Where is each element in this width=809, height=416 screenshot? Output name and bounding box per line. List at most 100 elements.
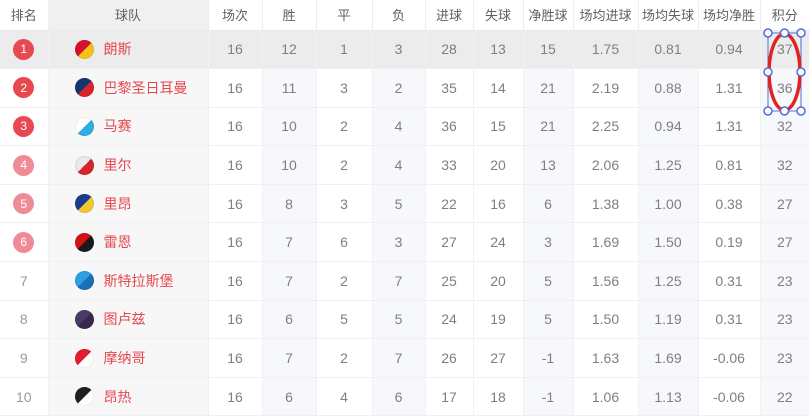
stat-cell-avg_gf: 1.38 (572, 184, 638, 224)
column-header-avg_gf: 场均进球 (572, 0, 638, 31)
stat-cell-gd: 13 (522, 145, 573, 185)
table-row: 5 里昂 16 8 3 5 22 16 6 1.38 1.00 0.38 27 (0, 184, 809, 224)
stat-cell-ga: 20 (472, 261, 523, 301)
stat-cell-avg_gf: 1.50 (572, 300, 638, 340)
column-header-rank: 排名 (0, 0, 48, 31)
stat-cell-gd: 15 (522, 30, 573, 70)
stat-cell-ga: 15 (472, 107, 523, 147)
rank-badge: 3 (13, 115, 35, 137)
stat-cell-avg_gf: 2.19 (572, 68, 638, 108)
team-name: 马赛 (103, 118, 132, 135)
stat-cell-avg_ga: 0.81 (637, 30, 698, 70)
column-header-loss: 负 (371, 0, 425, 31)
column-header-avg_ga: 场均失球 (637, 0, 698, 31)
stat-cell-draw: 4 (315, 377, 372, 416)
stat-cell-pts: 37 (759, 30, 809, 70)
stat-cell-loss: 7 (371, 338, 425, 378)
stat-cell-gf: 33 (424, 145, 473, 185)
stat-cell-avg_gd: 1.31 (697, 68, 760, 108)
lille-crest-icon (74, 155, 94, 175)
column-header-gf: 进球 (424, 0, 473, 31)
stat-cell-loss: 3 (371, 222, 425, 263)
stat-cell-avg_ga: 1.69 (637, 338, 698, 378)
team-name: 朗斯 (103, 41, 132, 58)
stat-cell-loss: 3 (371, 30, 425, 70)
stat-cell-pts: 22 (759, 377, 809, 416)
team-cell: 里昂 (47, 184, 208, 224)
stat-cell-gd: -1 (522, 338, 573, 378)
rank-badge: 4 (13, 154, 35, 176)
stat-cell-ga: 24 (472, 222, 523, 263)
stat-cell-gf: 24 (424, 300, 473, 340)
rank-badge: 6 (13, 231, 35, 253)
team-name: 斯特拉斯堡 (103, 272, 174, 289)
stat-cell-ga: 16 (472, 184, 523, 224)
lens-crest-icon (74, 39, 94, 59)
table-row: 8 图卢兹 16 6 5 5 24 19 5 1.50 1.19 0.31 23 (0, 300, 809, 340)
team-cell: 巴黎圣日耳曼 (47, 68, 208, 108)
stat-cell-played: 16 (207, 184, 262, 224)
stat-cell-draw: 2 (315, 145, 372, 185)
stat-cell-played: 16 (207, 68, 262, 108)
stat-cell-win: 12 (261, 30, 316, 70)
table-row: 3 马赛 16 10 2 4 36 15 21 2.25 0.94 1.31 32 (0, 107, 809, 147)
stat-cell-loss: 2 (371, 68, 425, 108)
table-row: 6 雷恩 16 7 6 3 27 24 3 1.69 1.50 0.19 27 (0, 222, 809, 263)
stat-cell-avg_ga: 1.50 (637, 222, 698, 263)
stat-cell-avg_gd: 1.31 (697, 107, 760, 147)
rank-cell: 4 (0, 145, 48, 185)
team-cell: 斯特拉斯堡 (47, 261, 208, 301)
team-cell: 朗斯 (47, 30, 208, 70)
stat-cell-played: 16 (207, 30, 262, 70)
stat-cell-ga: 27 (472, 338, 523, 378)
stat-cell-win: 10 (261, 107, 316, 147)
team-name: 雷恩 (103, 234, 132, 251)
monaco-crest-icon (74, 348, 94, 368)
stat-cell-played: 16 (207, 107, 262, 147)
table-row: 9 摩纳哥 16 7 2 7 26 27 -1 1.63 1.69 -0.06 23 (0, 338, 809, 378)
stat-cell-pts: 23 (759, 300, 809, 340)
stat-cell-played: 16 (207, 222, 262, 263)
column-header-team: 球队 (47, 0, 208, 31)
rank-cell: 1 (0, 30, 48, 70)
stat-cell-avg_gd: 0.38 (697, 184, 760, 224)
lyon-crest-icon (74, 194, 94, 214)
stat-cell-played: 16 (207, 145, 262, 185)
team-cell: 昂热 (47, 377, 208, 416)
stat-cell-loss: 4 (371, 107, 425, 147)
stat-cell-ga: 14 (472, 68, 523, 108)
stat-cell-avg_gd: 0.19 (697, 222, 760, 263)
table-row: 2 巴黎圣日耳曼 16 11 3 2 35 14 21 2.19 0.88 1.31 36 (0, 68, 809, 108)
stat-cell-avg_gd: -0.06 (697, 338, 760, 378)
stat-cell-win: 7 (261, 338, 316, 378)
stat-cell-avg_gf: 2.25 (572, 107, 638, 147)
stat-cell-avg_ga: 1.13 (637, 377, 698, 416)
stat-cell-ga: 13 (472, 30, 523, 70)
stat-cell-gf: 17 (424, 377, 473, 416)
stat-cell-win: 8 (261, 184, 316, 224)
stat-cell-gd: 5 (522, 300, 573, 340)
psg-crest-icon (74, 78, 94, 98)
stat-cell-gf: 35 (424, 68, 473, 108)
stat-cell-pts: 23 (759, 261, 809, 301)
stat-cell-avg_ga: 1.00 (637, 184, 698, 224)
rank-number: 7 (19, 272, 28, 289)
stat-cell-loss: 7 (371, 261, 425, 301)
stat-cell-draw: 6 (315, 222, 372, 263)
team-name: 里尔 (103, 157, 132, 174)
table-row: 4 里尔 16 10 2 4 33 20 13 2.06 1.25 0.81 32 (0, 145, 809, 185)
rank-cell: 9 (0, 338, 48, 378)
stat-cell-gf: 27 (424, 222, 473, 263)
stat-cell-avg_gd: 0.31 (697, 300, 760, 340)
rank-cell: 2 (0, 68, 48, 108)
stat-cell-ga: 20 (472, 145, 523, 185)
rank-cell: 6 (0, 222, 48, 263)
team-cell: 图卢兹 (47, 300, 208, 340)
rank-cell: 8 (0, 300, 48, 340)
team-cell: 里尔 (47, 145, 208, 185)
stat-cell-played: 16 (207, 338, 262, 378)
stat-cell-played: 16 (207, 261, 262, 301)
angers-crest-icon (74, 387, 94, 407)
marseille-crest-icon (74, 116, 94, 136)
rank-number: 8 (19, 311, 28, 328)
